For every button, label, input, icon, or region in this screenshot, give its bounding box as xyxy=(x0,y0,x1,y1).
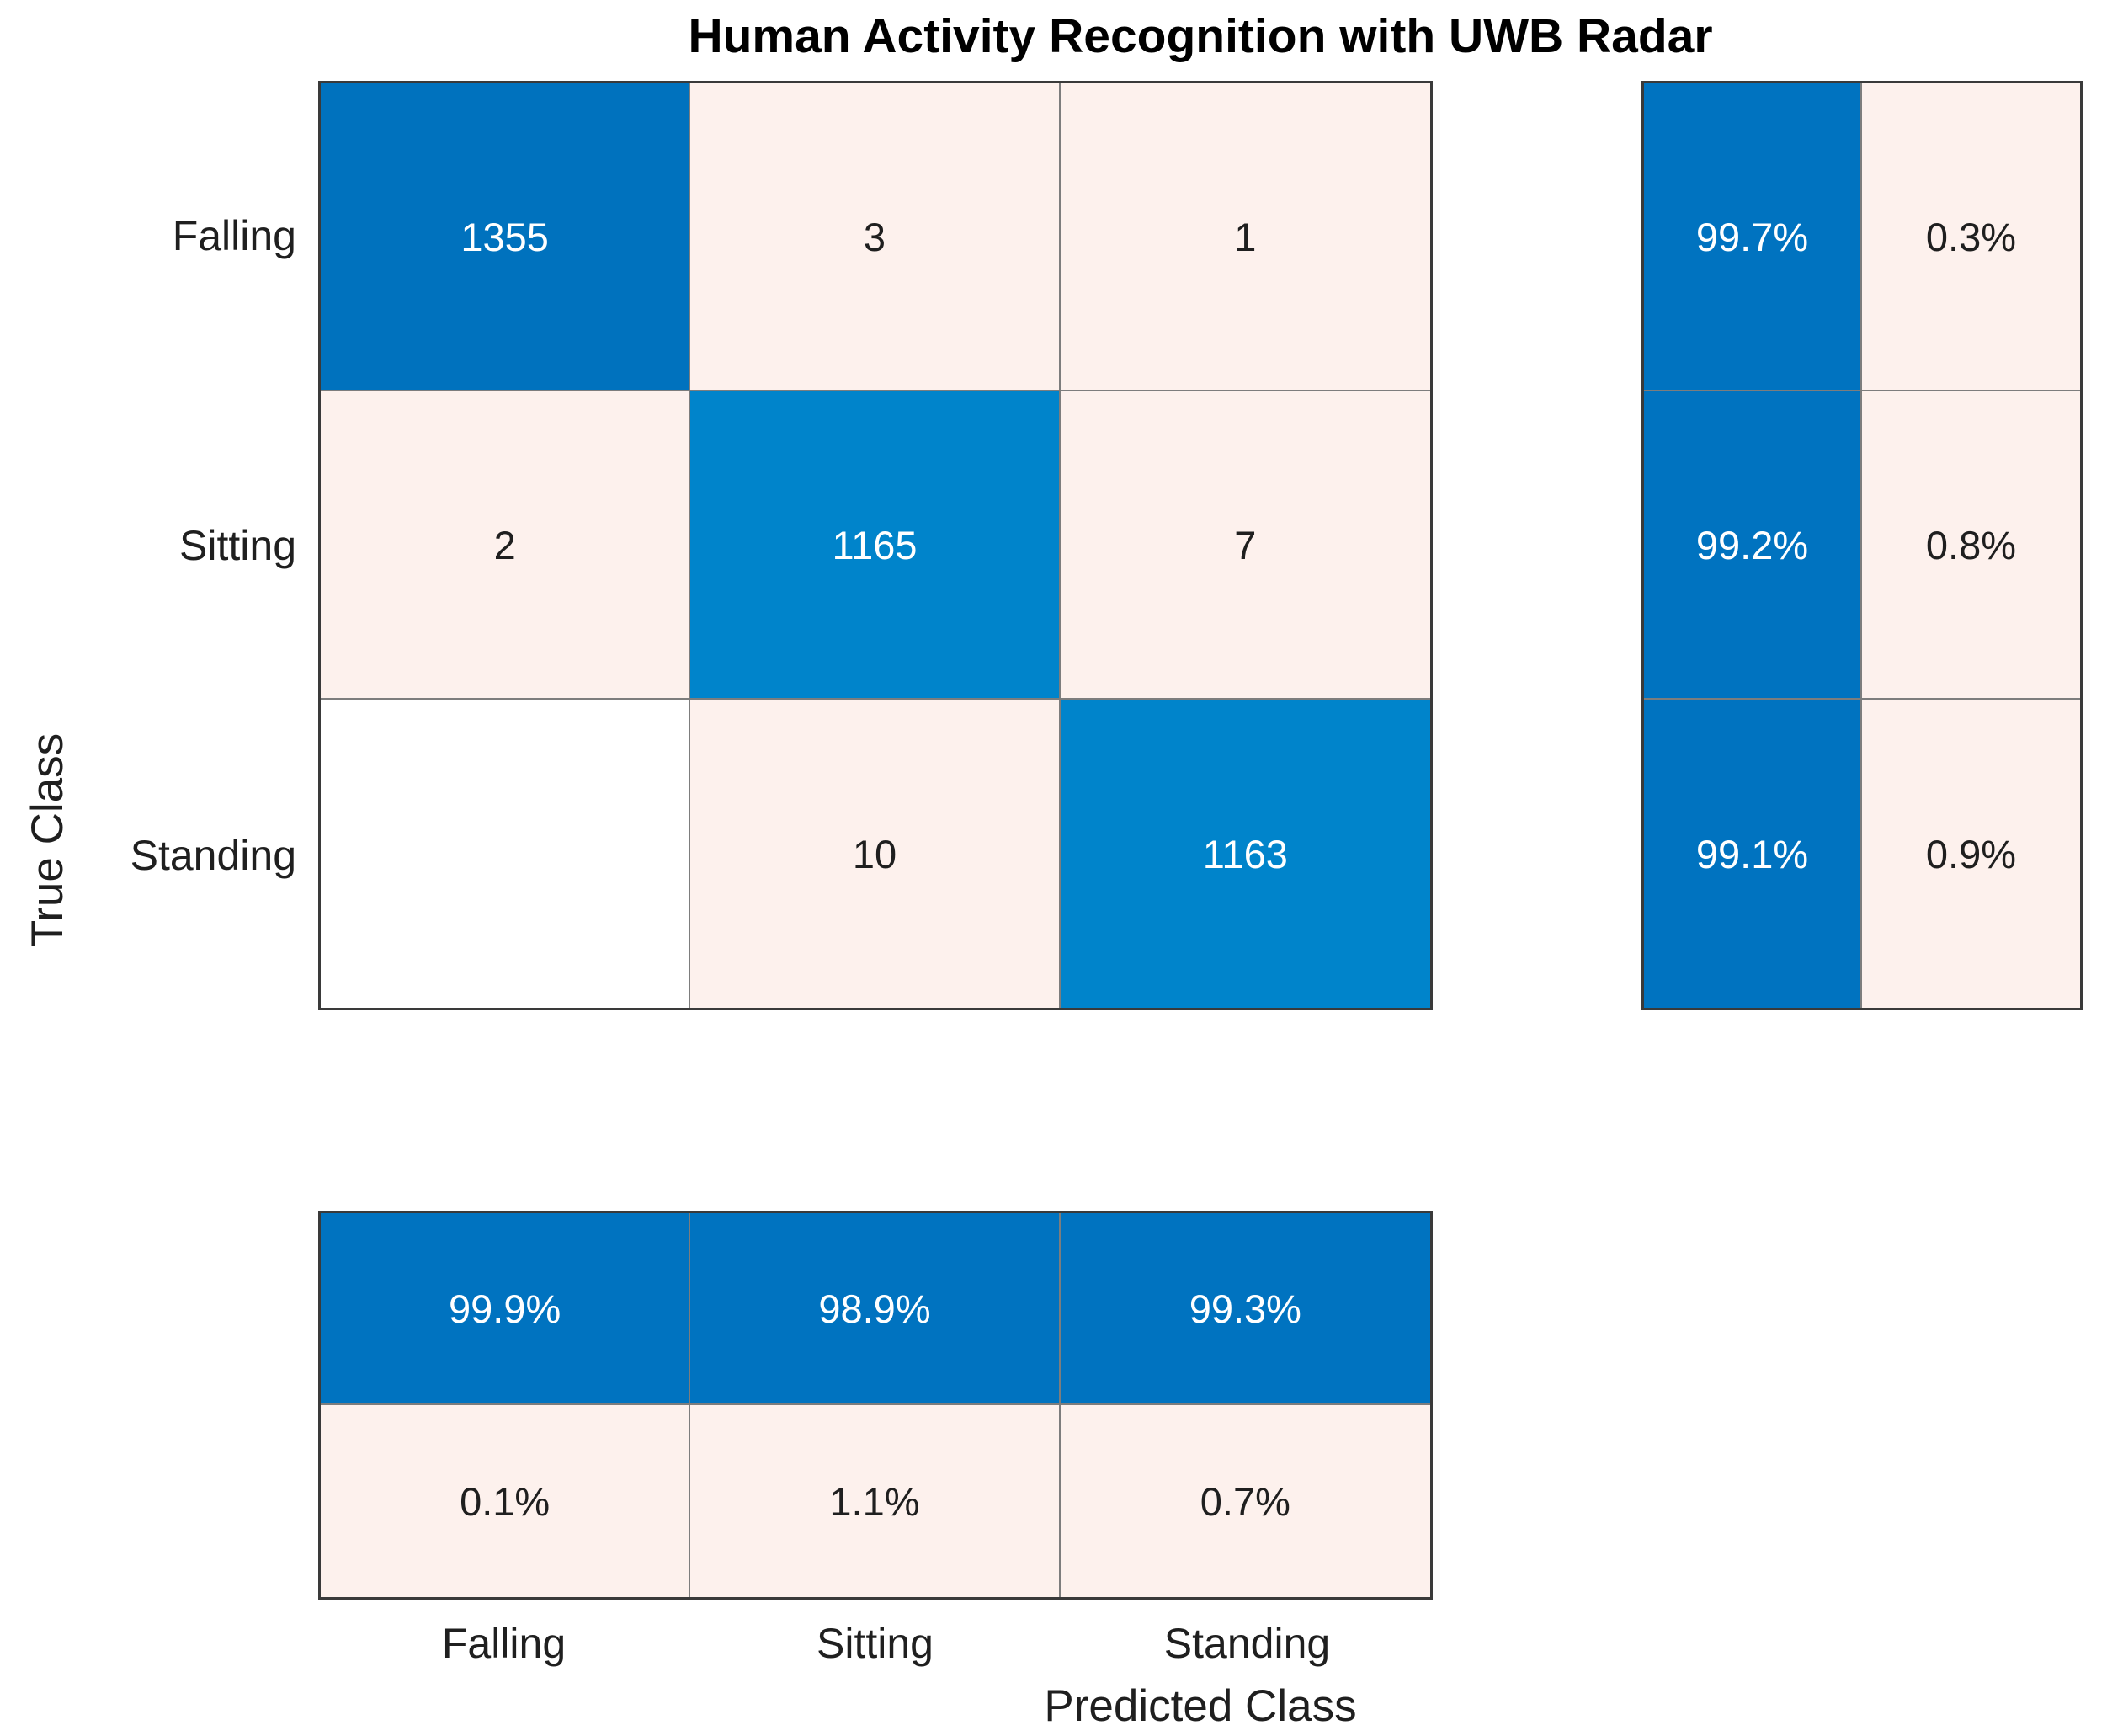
col-summary-cell-r1c1: 1.1% xyxy=(690,1405,1061,1597)
row-summary-cell-r0c1: 0.3% xyxy=(1862,83,2080,391)
matrix-cell-r0c0: 1355 xyxy=(321,83,691,391)
row-normalized-summary-grid: 99.7% 0.3% 99.2% 0.8% 99.1% 0.9% xyxy=(1641,81,2083,1010)
y-tick-standing: Standing xyxy=(130,832,296,879)
matrix-cell-r0c1: 3 xyxy=(690,83,1061,391)
row-summary-cell-r1c1: 0.8% xyxy=(1862,391,2080,700)
row-summary-cell-r2c0: 99.1% xyxy=(1644,700,1862,1008)
col-summary-cell-r0c0: 99.9% xyxy=(321,1213,691,1405)
x-tick-standing: Standing xyxy=(1163,1620,1331,1667)
matrix-cell-r2c1: 10 xyxy=(690,700,1061,1008)
col-summary-cell-r0c1: 98.9% xyxy=(690,1213,1061,1405)
matrix-cell-r1c1: 1165 xyxy=(690,391,1061,700)
chart-title: Human Activity Recognition with UWB Rada… xyxy=(688,9,1713,63)
matrix-cell-r2c0 xyxy=(321,700,691,1008)
matrix-cell-r1c0: 2 xyxy=(321,391,691,700)
x-axis-label: Predicted Class xyxy=(1044,1681,1357,1731)
x-tick-sitting: Sitting xyxy=(817,1620,934,1667)
confusion-matrix-grid: 1355 3 1 2 1165 7 10 1163 xyxy=(318,81,1433,1010)
row-summary-cell-r2c1: 0.9% xyxy=(1862,700,2080,1008)
matrix-cell-r1c2: 7 xyxy=(1060,391,1430,700)
x-tick-falling: Falling xyxy=(441,1620,567,1667)
col-summary-cell-r1c2: 0.7% xyxy=(1060,1405,1430,1597)
y-axis-label: True Class xyxy=(23,732,72,948)
y-tick-sitting: Sitting xyxy=(179,522,296,569)
column-normalized-summary-grid: 99.9% 98.9% 99.3% 0.1% 1.1% 0.7% xyxy=(318,1211,1433,1600)
y-tick-falling: Falling xyxy=(172,212,296,259)
matrix-cell-r0c2: 1 xyxy=(1060,83,1430,391)
col-summary-cell-r0c2: 99.3% xyxy=(1060,1213,1430,1405)
matrix-cell-r2c2: 1163 xyxy=(1060,700,1430,1008)
col-summary-cell-r1c0: 0.1% xyxy=(321,1405,691,1597)
row-summary-cell-r1c0: 99.2% xyxy=(1644,391,1862,700)
row-summary-cell-r0c0: 99.7% xyxy=(1644,83,1862,391)
